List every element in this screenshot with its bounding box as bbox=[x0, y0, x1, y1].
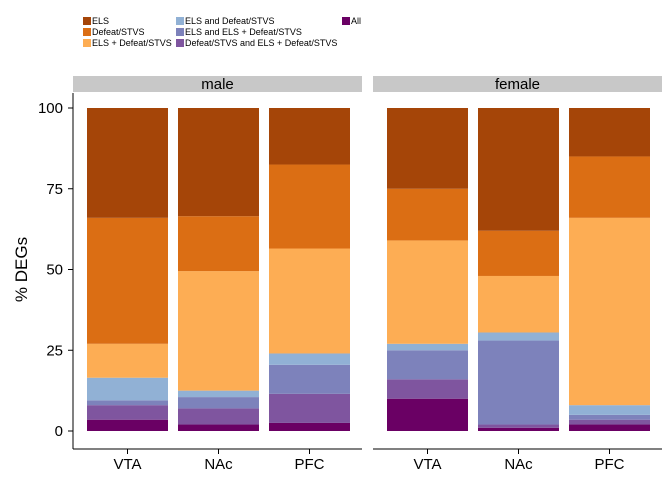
bar-segment bbox=[569, 217, 650, 406]
y-tick-label: 0 bbox=[55, 423, 63, 440]
bar-segment bbox=[569, 419, 650, 425]
y-tick-label: 25 bbox=[46, 342, 63, 359]
legend-swatch bbox=[176, 39, 184, 47]
bar-segment bbox=[478, 332, 559, 341]
bar-segment bbox=[178, 216, 259, 272]
bar-segment bbox=[178, 271, 259, 391]
legend-item: ELS and Defeat/STVS bbox=[176, 16, 275, 26]
facet-strip bbox=[73, 76, 362, 92]
bar-segment bbox=[178, 390, 259, 398]
facet-label: male bbox=[201, 76, 234, 93]
bar-segment bbox=[478, 108, 559, 231]
legend-label: Defeat/STVS and ELS + Defeat/STVS bbox=[185, 38, 338, 48]
bar-segment bbox=[387, 398, 468, 431]
facet-strip bbox=[373, 76, 662, 92]
bar-segment bbox=[478, 275, 559, 333]
legend-item: ELS and ELS + Defeat/STVS bbox=[176, 27, 302, 37]
bar-segment bbox=[387, 343, 468, 351]
bar-segment bbox=[269, 248, 350, 354]
bar-segment bbox=[387, 240, 468, 344]
bar-segment bbox=[178, 108, 259, 217]
bar-segment bbox=[478, 230, 559, 276]
facet-label: female bbox=[495, 76, 540, 93]
bar-segment bbox=[269, 164, 350, 249]
legend-item: Defeat/STVS bbox=[83, 27, 145, 37]
bar-segment bbox=[387, 350, 468, 380]
bar-segment bbox=[569, 414, 650, 420]
bar-segment bbox=[87, 405, 168, 420]
bar-segment bbox=[87, 108, 168, 218]
y-tick-label: 50 bbox=[46, 262, 63, 279]
legend-label: ELS + Defeat/STVS bbox=[92, 38, 172, 48]
legend-item: ELS bbox=[83, 16, 109, 26]
legend-swatch bbox=[342, 17, 350, 25]
legend-label: ELS and Defeat/STVS bbox=[185, 16, 275, 26]
legend-label: Defeat/STVS bbox=[92, 27, 145, 37]
bar-segment bbox=[269, 364, 350, 394]
y-tick-label: 100 bbox=[38, 100, 63, 117]
legend-swatch bbox=[83, 39, 91, 47]
bar-segment bbox=[269, 393, 350, 423]
bar-segment bbox=[87, 217, 168, 344]
legend-swatch bbox=[83, 17, 91, 25]
x-tick-label: PFC bbox=[595, 456, 625, 473]
bar-segment bbox=[478, 340, 559, 425]
legend-item: ELS + Defeat/STVS bbox=[83, 38, 172, 48]
legend-swatch bbox=[176, 28, 184, 36]
x-tick-label: PFC bbox=[295, 456, 325, 473]
bar-segment bbox=[569, 424, 650, 431]
legend: ELS Defeat/STVS ELS + Defeat/STVS ELS and D… bbox=[83, 16, 383, 52]
bar-segment bbox=[87, 400, 168, 406]
x-tick-label: VTA bbox=[413, 456, 441, 473]
bar-segment bbox=[387, 379, 468, 399]
bar-segment bbox=[178, 397, 259, 409]
legend-label: ELS bbox=[92, 16, 110, 26]
y-axis-title: % DEGs bbox=[12, 237, 31, 302]
bar-segment bbox=[269, 353, 350, 365]
bar-segment bbox=[569, 108, 650, 157]
x-tick-label: NAc bbox=[204, 456, 233, 473]
bar-segment bbox=[87, 343, 168, 378]
bar-segment bbox=[478, 424, 559, 428]
x-tick-label: NAc bbox=[504, 456, 533, 473]
legend-swatch bbox=[176, 17, 184, 25]
bar-segment bbox=[178, 408, 259, 425]
bar-segment bbox=[569, 156, 650, 218]
y-tick-label: 75 bbox=[46, 181, 63, 198]
legend-label: ELS and ELS + Defeat/STVS bbox=[185, 27, 302, 37]
bar-segment bbox=[569, 405, 650, 415]
bar-segment bbox=[178, 424, 259, 431]
bar-segment bbox=[387, 188, 468, 241]
x-tick-label: VTA bbox=[113, 456, 141, 473]
bar-segment bbox=[87, 419, 168, 431]
legend-swatch bbox=[83, 28, 91, 36]
bar-segment bbox=[387, 108, 468, 189]
bar-segment bbox=[87, 377, 168, 401]
legend-label: All bbox=[351, 16, 362, 26]
bar-segment bbox=[269, 422, 350, 431]
bar-segment bbox=[478, 427, 559, 431]
bar-segment bbox=[269, 108, 350, 165]
legend-item: Defeat/STVS and ELS + Defeat/STVS bbox=[176, 38, 337, 48]
legend-item: All bbox=[342, 16, 361, 26]
